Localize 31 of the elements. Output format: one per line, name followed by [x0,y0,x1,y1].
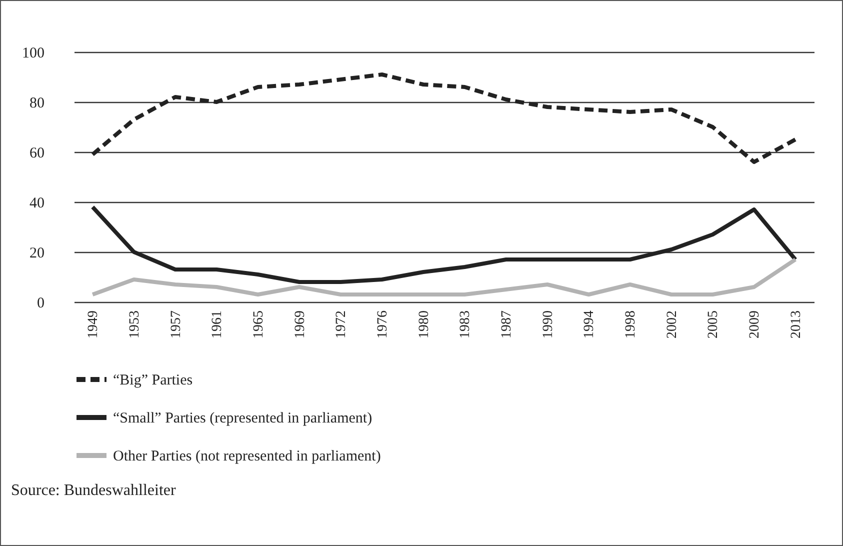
x-tick-label: 2013 [788,310,804,338]
x-tick-label: 1987 [500,310,515,338]
line-series [90,72,798,164]
x-tick-label: 1949 [86,310,102,338]
x-tick-label: 2002 [664,310,680,338]
y-tick-label: 0 [37,296,44,312]
x-tick-label: 1990 [540,310,556,338]
x-tick-label: 1953 [127,310,142,338]
legend-label: “Big” Parties [113,372,193,388]
x-tick-label: 1983 [458,310,474,338]
y-tick-label: 40 [30,196,44,212]
x-tick-label: 1972 [334,310,350,338]
legend-label: “Small” Parties (represented in parliament) [113,410,372,426]
x-tick-label: 2009 [748,310,763,338]
x-tick-label: 1965 [251,310,266,338]
line-series [90,258,798,296]
x-tick-label: 1976 [375,310,390,338]
x-tick-label: 1980 [416,310,432,338]
y-tick-label: 20 [30,246,44,262]
x-tick-label: 1994 [582,310,598,338]
legend-label: Other Parties (not represented in parliament) [113,448,381,464]
x-tick-label: 1998 [624,310,639,338]
y-tick-label: 100 [22,46,44,62]
y-tick-label: 80 [30,96,44,112]
x-tick-label: 1957 [168,310,184,338]
x-tick-label: 1969 [292,310,308,338]
y-tick-label: 60 [30,146,44,162]
line-series [90,205,798,284]
x-tick-label: 2005 [706,310,722,338]
x-tick-label: 1961 [210,310,226,338]
source-note: Source: Bundeswahlleiter [10,481,177,501]
